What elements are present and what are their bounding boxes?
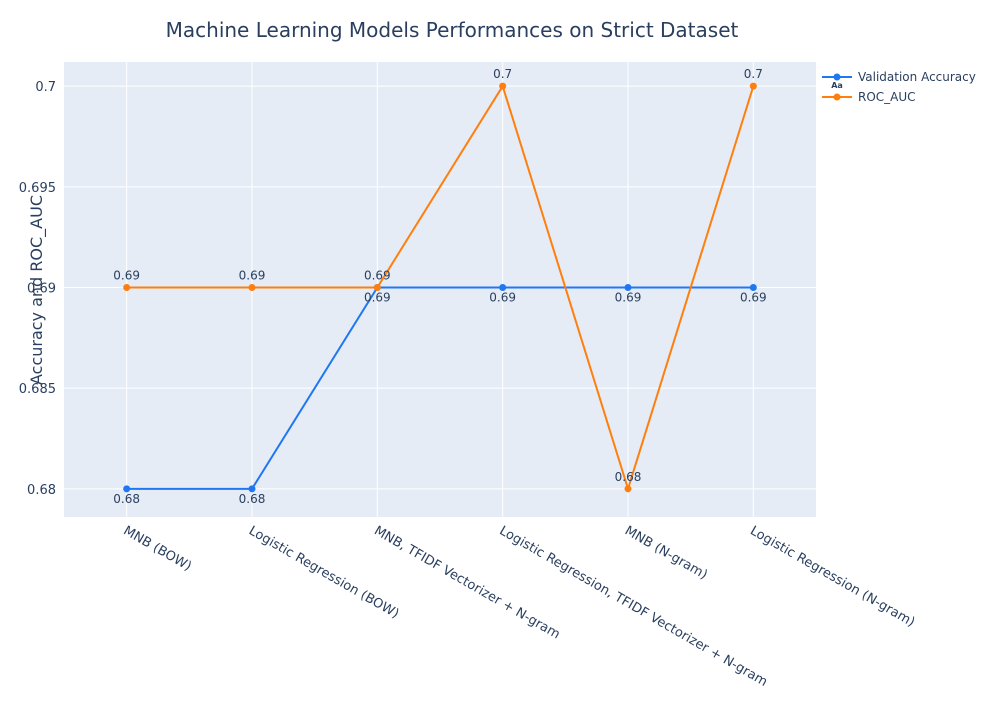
legend-item[interactable]: ROC_AUC [822,90,916,104]
data-label: 0.68 [113,492,140,506]
data-label: 0.69 [740,290,767,304]
data-label: 0.68 [615,470,642,484]
data-label: 0.69 [615,290,642,304]
data-point [749,283,757,291]
y-axis-ticks: 0.68 0.685 0.69 0.695 0.7 [19,80,56,498]
chart-title: Machine Learning Models Performances on … [166,18,739,42]
data-point [749,82,757,90]
legend-text-marker: Aa [831,81,843,90]
legend-marker [833,93,841,101]
series-lines [126,83,755,493]
x-tick-label: MNB (N-gram) [622,523,710,582]
y-axis-title: Accuracy and ROC_AUC [27,195,47,385]
y-tick-label: 0.695 [19,181,56,196]
data-label: 0.69 [364,268,391,282]
x-tick-label: Logistic Regression, TFIDF Vectorizer + … [497,523,770,689]
series-line [126,286,754,490]
legend-label: ROC_AUC [858,90,916,104]
data-point [499,283,507,291]
data-label: 0.69 [364,290,391,304]
data-label: 0.69 [113,268,140,282]
data-label: 0.7 [744,67,763,81]
x-tick-label: Logistic Regression (N-gram) [747,523,917,630]
data-label: 0.68 [239,492,266,506]
legend-item[interactable]: Validation Accuracy [822,70,976,84]
x-axis-ticks: MNB (BOW) Logistic Regression (BOW)MNB, T… [121,523,918,689]
series-line [126,83,755,493]
y-tick-label: 0.68 [27,483,56,498]
data-point [624,485,632,493]
plot-area [64,62,816,517]
data-point [123,485,131,493]
x-tick-label: MNB (BOW) [121,523,194,574]
series-points [123,82,757,493]
legend[interactable]: Validation Accuracy ROC_AUC Aa [822,70,976,104]
legend-marker [833,73,841,81]
data-point [248,485,256,493]
y-tick-label: 0.69 [27,281,56,296]
data-labels: 0.68 0.68 0.69 0.69 0.69 0.69 0.69 0.69 0.69 0.7 0… [113,67,766,506]
data-label: 0.69 [239,268,266,282]
data-label: 0.69 [489,290,516,304]
y-tick-label: 0.7 [35,80,56,95]
data-point [373,283,381,291]
data-point [123,283,131,291]
y-tick-label: 0.685 [19,382,56,397]
data-point [248,283,256,291]
data-point [624,283,632,291]
data-point [499,82,507,90]
data-label: 0.7 [493,67,512,81]
legend-label: Validation Accuracy [858,70,976,84]
